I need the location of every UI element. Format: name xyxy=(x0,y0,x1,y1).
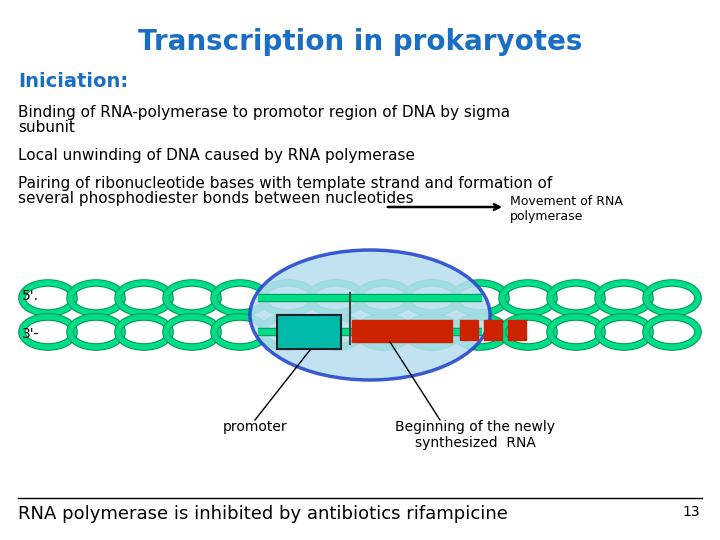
Text: 13: 13 xyxy=(683,505,700,519)
Text: 5'.: 5'. xyxy=(22,289,39,303)
Text: 3'-: 3'- xyxy=(22,327,40,341)
Text: Iniciation:: Iniciation: xyxy=(18,72,128,91)
Bar xyxy=(352,320,452,342)
Text: Local unwinding of DNA caused by RNA polymerase: Local unwinding of DNA caused by RNA pol… xyxy=(18,148,415,163)
Ellipse shape xyxy=(250,250,490,380)
Text: subunit: subunit xyxy=(18,120,75,135)
Text: several phosphodiester bonds between nucleotides: several phosphodiester bonds between nuc… xyxy=(18,191,413,206)
Bar xyxy=(460,320,478,340)
Bar xyxy=(508,320,526,340)
Bar xyxy=(484,320,502,340)
Text: Transcription in prokaryotes: Transcription in prokaryotes xyxy=(138,28,582,56)
Bar xyxy=(277,315,341,349)
Text: promoter: promoter xyxy=(222,420,287,434)
Text: Pairing of ribonucleotide bases with template strand and formation of: Pairing of ribonucleotide bases with tem… xyxy=(18,176,552,191)
Text: Binding of RNA-polymerase to promotor region of DNA by sigma: Binding of RNA-polymerase to promotor re… xyxy=(18,105,510,120)
Text: RNA polymerase is inhibited by antibiotics rifampicine: RNA polymerase is inhibited by antibioti… xyxy=(18,505,508,523)
Text: Movement of RNA
polymerase: Movement of RNA polymerase xyxy=(510,195,623,223)
Text: Beginning of the newly
synthesized  RNA: Beginning of the newly synthesized RNA xyxy=(395,420,555,450)
